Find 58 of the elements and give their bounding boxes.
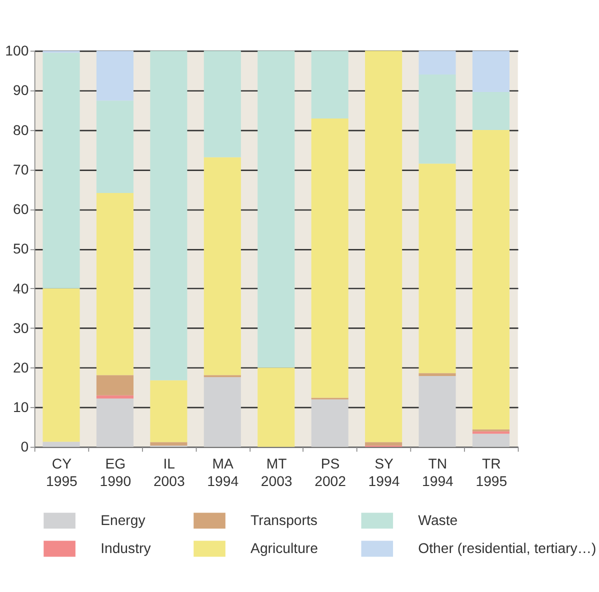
- bar: [96, 100, 134, 193]
- legend-label: Energy: [100, 512, 146, 528]
- legend-label: Industry: [100, 540, 152, 556]
- bar: [472, 130, 510, 430]
- bar: [472, 92, 510, 130]
- x-tick-label: CY 1995: [46, 455, 78, 490]
- bar: [365, 50, 402, 442]
- bar: [472, 434, 510, 447]
- bar: [96, 375, 134, 396]
- y-tick-label: 20: [12, 359, 29, 376]
- bar: [258, 50, 295, 368]
- y-tick-label: 0: [20, 438, 29, 455]
- bar: [96, 398, 134, 447]
- bar: [472, 50, 510, 92]
- bar: [150, 380, 188, 442]
- y-tick-label: 80: [12, 122, 29, 138]
- x-tick-label: EG 1990: [100, 455, 132, 490]
- bar: [150, 50, 188, 380]
- bar: [418, 376, 456, 447]
- x-tick-label: TN 1994: [422, 455, 454, 490]
- bar: [96, 395, 134, 399]
- bar: [311, 50, 348, 118]
- bar: [418, 164, 456, 374]
- legend-label: Transports: [250, 512, 318, 528]
- y-tick-label: 100: [5, 42, 29, 59]
- bar: [150, 442, 188, 446]
- bar: [42, 442, 80, 447]
- y-tick-label: 50: [12, 240, 29, 257]
- bar: [418, 373, 456, 376]
- bar: [204, 157, 241, 376]
- x-tick-label: IL 2003: [153, 455, 185, 490]
- y-tick-label: 40: [12, 280, 29, 296]
- bar: [311, 399, 348, 447]
- y-tick-label: 60: [12, 201, 29, 218]
- x-tick-label: MT 2003: [260, 455, 292, 490]
- bar: [311, 118, 348, 398]
- bar: [204, 377, 241, 447]
- x-tick-label: SY 1994: [368, 455, 400, 490]
- x-tick-label: PS 2002: [314, 455, 346, 490]
- x-tick-label: MA 1994: [207, 455, 239, 490]
- legend-label: Other (residential, tertiary…): [418, 540, 596, 556]
- bar: [42, 288, 80, 442]
- bar: [204, 50, 241, 158]
- y-tick-label: 10: [12, 399, 29, 416]
- legend-label: Waste: [418, 512, 458, 528]
- bar: [258, 368, 295, 447]
- bar: [96, 192, 134, 376]
- bar: [42, 52, 80, 288]
- bar: [418, 50, 456, 75]
- bar: [472, 431, 510, 434]
- y-tick-label: 70: [12, 161, 29, 178]
- bar: [365, 442, 402, 446]
- y-tick-label: 90: [12, 82, 29, 98]
- legend-label: Agriculture: [250, 540, 318, 556]
- bar: [96, 50, 134, 101]
- y-tick-label: 30: [12, 320, 29, 336]
- bar: [418, 74, 456, 164]
- x-tick-label: TR 1995: [476, 455, 508, 490]
